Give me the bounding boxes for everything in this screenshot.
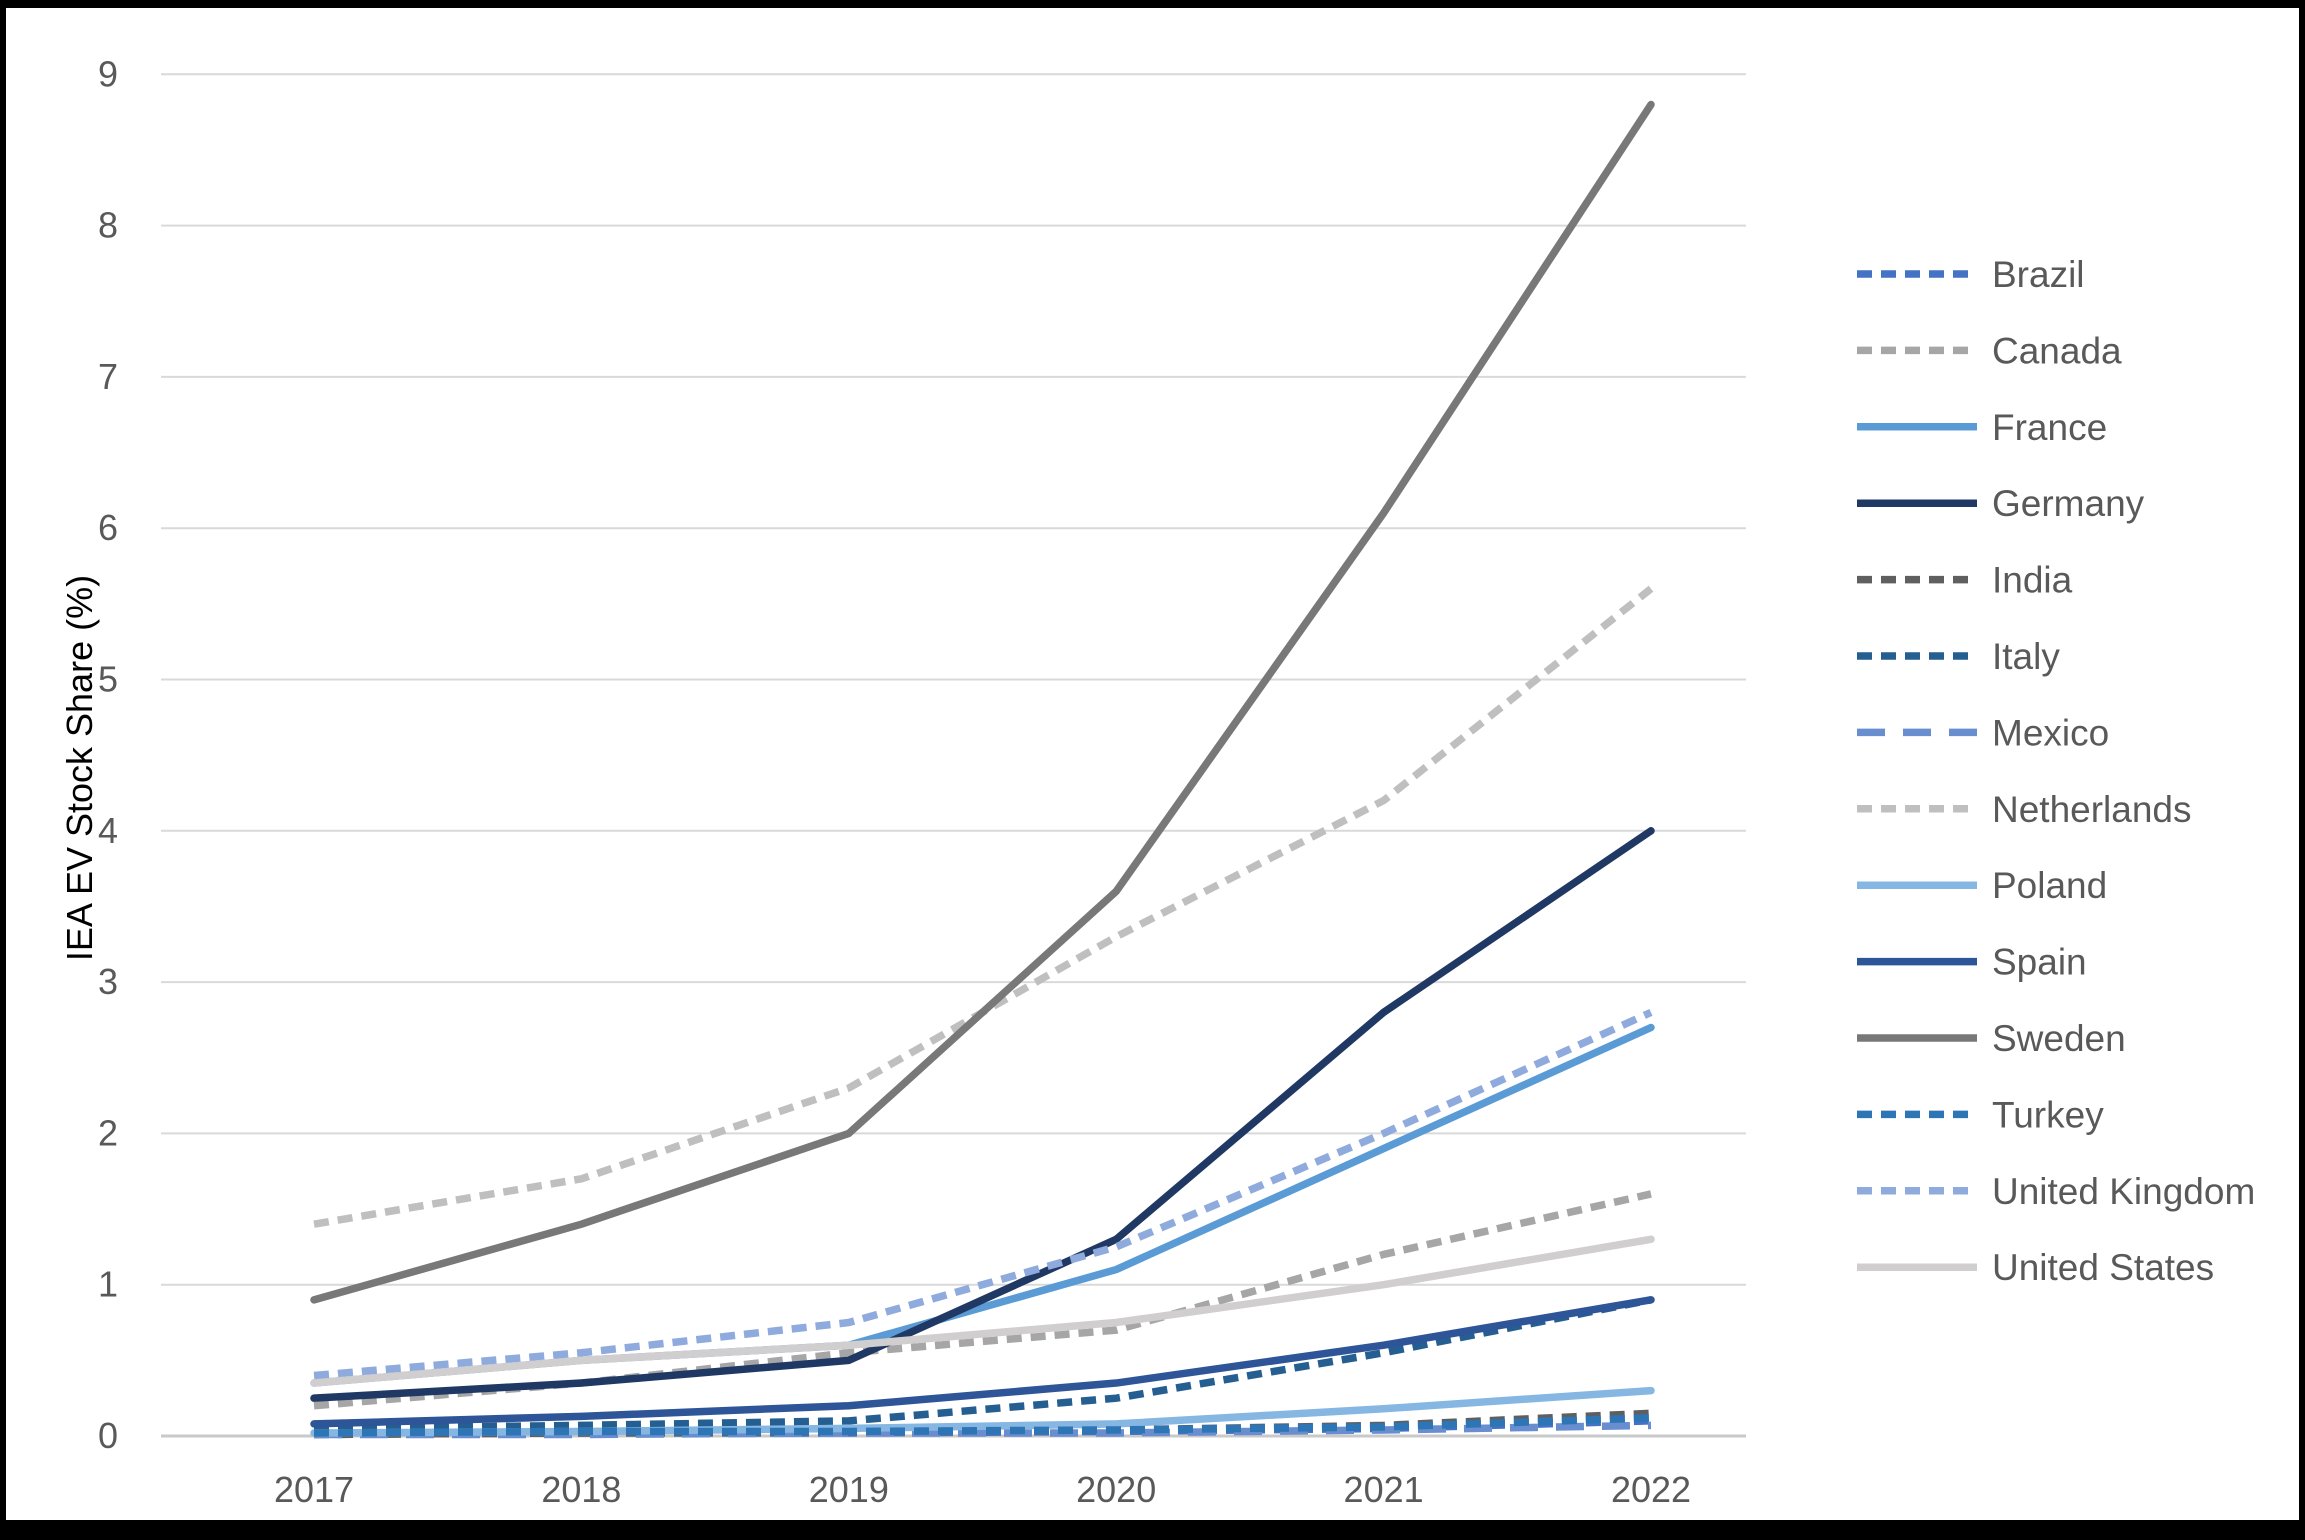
x-tick-label: 2018 xyxy=(541,1469,621,1510)
y-axis-tick-labels: 0 1 2 3 4 5 6 7 8 9 xyxy=(98,53,118,1456)
x-tick-label: 2021 xyxy=(1344,1469,1424,1510)
y-tick-label: 2 xyxy=(98,1112,118,1153)
legend-label: Italy xyxy=(1992,636,2060,677)
legend-item-mexico: Mexico xyxy=(1857,712,2109,753)
series-lines xyxy=(310,100,1655,1439)
legend-item-india: India xyxy=(1857,560,2073,601)
x-tick-label: 2019 xyxy=(809,1469,889,1510)
legend-item-united-states: United States xyxy=(1857,1247,2214,1288)
legend-label: Brazil xyxy=(1992,254,2085,295)
series-line-sweden xyxy=(310,100,1655,1304)
legend-label: United States xyxy=(1992,1247,2214,1288)
y-tick-label: 8 xyxy=(98,205,118,246)
legend-label: United Kingdom xyxy=(1992,1171,2255,1212)
legend-item-italy: Italy xyxy=(1857,636,2060,677)
chart-legend: Brazil Canada France Germany India Italy Mexic… xyxy=(1857,254,2255,1288)
legend-item-brazil: Brazil xyxy=(1857,254,2085,295)
legend-label: Turkey xyxy=(1992,1094,2104,1135)
y-tick-label: 7 xyxy=(98,356,118,397)
legend-label: Spain xyxy=(1992,942,2087,983)
series-line-spain xyxy=(310,1296,1655,1428)
legend-label: Germany xyxy=(1992,483,2145,524)
series-line-germany xyxy=(310,827,1655,1402)
x-tick-label: 2022 xyxy=(1611,1469,1691,1510)
y-tick-label: 6 xyxy=(98,507,118,548)
legend-item-sweden: Sweden xyxy=(1857,1018,2126,1059)
series-line-netherlands xyxy=(313,585,1654,1228)
series-line-turkey xyxy=(313,1414,1652,1437)
y-tick-label: 5 xyxy=(98,659,118,700)
legend-item-poland: Poland xyxy=(1857,865,2107,906)
legend-item-canada: Canada xyxy=(1857,330,2122,371)
x-axis-tick-labels: 2017 2018 2019 2020 2021 2022 xyxy=(274,1469,1691,1510)
chart-canvas: 0 1 2 3 4 5 6 7 8 9 2017 2018 2019 2020 2021 2022 IEA … xyxy=(6,8,2299,1520)
legend-label: Canada xyxy=(1992,330,2122,371)
legend-item-germany: Germany xyxy=(1857,483,2145,524)
series-line-italy xyxy=(313,1296,1652,1433)
y-tick-label: 1 xyxy=(98,1264,118,1305)
y-tick-label: 9 xyxy=(98,53,118,94)
y-tick-label: 4 xyxy=(98,810,118,851)
legend-label: France xyxy=(1992,407,2107,448)
legend-item-spain: Spain xyxy=(1857,942,2087,983)
legend-label: Mexico xyxy=(1992,712,2109,753)
legend-label: Poland xyxy=(1992,865,2107,906)
ev-stock-share-line-chart: 0 1 2 3 4 5 6 7 8 9 2017 2018 2019 2020 2021 2022 IEA … xyxy=(59,53,2255,1510)
series-line-united-states xyxy=(310,1235,1655,1387)
y-tick-label: 0 xyxy=(98,1415,118,1456)
legend-item-united-kingdom: United Kingdom xyxy=(1857,1171,2255,1212)
legend-item-netherlands: Netherlands xyxy=(1857,789,2192,830)
x-tick-label: 2020 xyxy=(1076,1469,1156,1510)
legend-item-turkey: Turkey xyxy=(1857,1094,2104,1135)
x-tick-label: 2017 xyxy=(274,1469,354,1510)
legend-item-france: France xyxy=(1857,407,2107,448)
legend-label: Sweden xyxy=(1992,1018,2126,1059)
legend-label: India xyxy=(1992,560,2073,601)
legend-label: Netherlands xyxy=(1992,789,2192,830)
series-line-mexico xyxy=(314,1421,1652,1439)
series-line-france xyxy=(310,1023,1655,1387)
series-line-united-kingdom xyxy=(313,1008,1653,1380)
gridlines xyxy=(161,73,1746,1438)
y-axis-title: IEA EV Stock Share (%) xyxy=(59,575,100,961)
y-tick-label: 3 xyxy=(98,961,118,1002)
